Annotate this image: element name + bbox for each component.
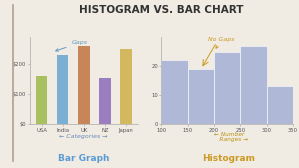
Text: ← Number
     Ranges →: ← Number Ranges → bbox=[210, 132, 248, 142]
Text: No Gaps: No Gaps bbox=[208, 37, 234, 48]
Bar bbox=[267, 87, 293, 124]
Bar bbox=[188, 69, 214, 124]
Bar bbox=[161, 60, 188, 124]
Text: Histogram: Histogram bbox=[202, 154, 255, 163]
Bar bbox=[240, 46, 267, 124]
Bar bbox=[78, 46, 89, 124]
Bar bbox=[99, 78, 111, 124]
Text: Bar Graph: Bar Graph bbox=[58, 154, 109, 163]
Text: HISTOGRAM VS. BAR CHART: HISTOGRAM VS. BAR CHART bbox=[79, 5, 244, 15]
Bar bbox=[120, 49, 132, 124]
Bar bbox=[57, 55, 68, 124]
Bar bbox=[214, 52, 240, 124]
Bar bbox=[36, 76, 47, 124]
Text: ← Categories →: ← Categories → bbox=[60, 134, 108, 139]
Text: Gaps: Gaps bbox=[56, 40, 88, 51]
